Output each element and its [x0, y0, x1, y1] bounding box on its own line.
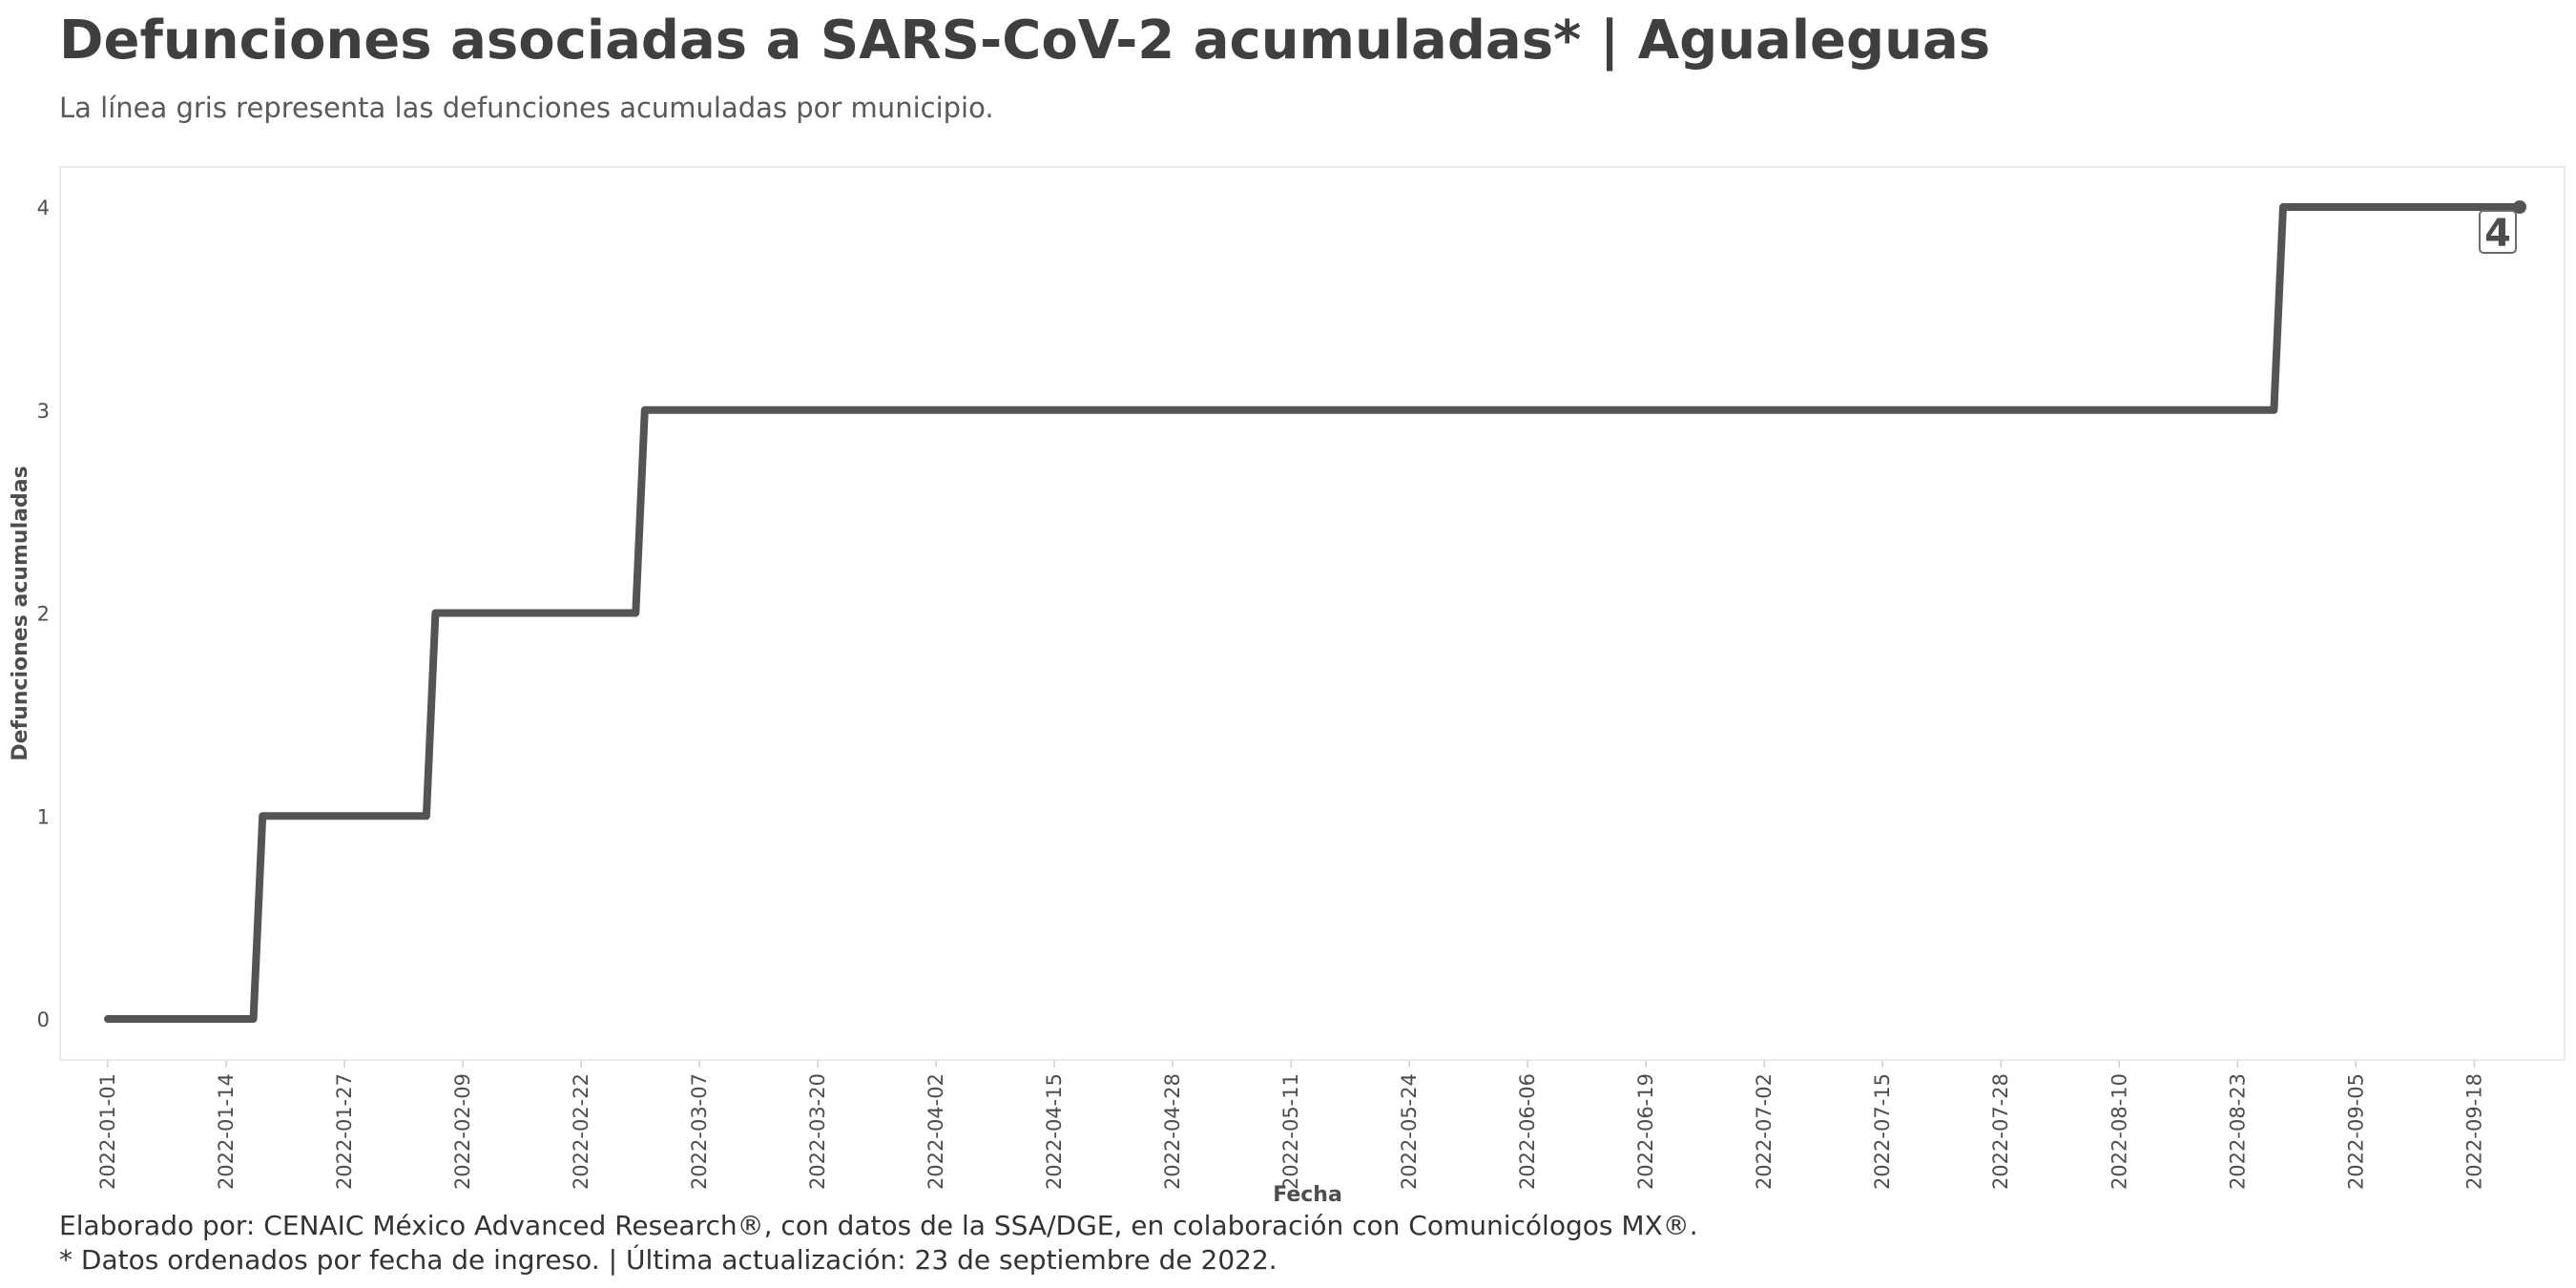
x-tick-label: 2022-07-28: [1989, 1073, 2012, 1190]
y-tick-label: 3: [37, 400, 50, 423]
x-tick-label: 2022-06-19: [1634, 1073, 1657, 1190]
x-tick-label: 2022-06-06: [1516, 1073, 1539, 1190]
update-caption: * Datos ordenados por fecha de ingreso. …: [59, 1244, 1278, 1276]
x-tick-label: 2022-09-18: [2462, 1073, 2485, 1190]
x-tick-label: 2022-04-02: [924, 1073, 947, 1190]
x-tick-label: 2022-09-05: [2344, 1073, 2367, 1190]
y-tick-label: 0: [37, 1008, 50, 1031]
x-tick-label: 2022-01-14: [215, 1073, 238, 1190]
chart-subtitle: La línea gris representa las defunciones…: [59, 92, 994, 124]
x-tick-label: 2022-02-22: [570, 1073, 592, 1190]
y-tick-label: 4: [37, 197, 50, 219]
x-tick-label: 2022-02-09: [451, 1073, 474, 1190]
x-tick-label: 2022-05-24: [1398, 1073, 1421, 1190]
cumulative-deaths-line: [104, 203, 2524, 1023]
source-caption: Elaborado por: CENAIC México Advanced Re…: [59, 1210, 1698, 1241]
end-label: 4: [2484, 212, 2511, 256]
x-tick-label: 2022-01-27: [333, 1073, 356, 1190]
x-tick-label: 2022-08-10: [2108, 1073, 2130, 1190]
x-tick-label: 2022-07-15: [1871, 1073, 1894, 1190]
x-tick-label: 2022-05-11: [1279, 1073, 1302, 1190]
y-axis-title: Defunciones acumuladas: [9, 466, 32, 760]
x-axis-title: Fecha: [1273, 1183, 1342, 1204]
x-tick-label: 2022-07-02: [1753, 1073, 1776, 1190]
chart-title: Defunciones asociadas a SARS-CoV-2 acumu…: [59, 10, 1991, 72]
end-point: [2513, 200, 2526, 214]
end-label-box: [2479, 210, 2517, 254]
x-tick-label: 2022-08-23: [2226, 1073, 2249, 1190]
y-tick-label: 1: [37, 805, 50, 828]
x-tick-label: 2022-03-07: [688, 1073, 711, 1190]
x-tick-label: 2022-01-01: [96, 1073, 119, 1190]
x-tick-label: 2022-03-20: [806, 1073, 829, 1190]
x-tick-label: 2022-04-28: [1161, 1073, 1184, 1190]
chart-canvas: 0 1 2 3 4 2022-01-01 2022-01-14 2022-01-27 2022-…: [9, 166, 2566, 1204]
y-tick-label: 2: [37, 603, 50, 626]
x-tick-label: 2022-04-15: [1043, 1073, 1066, 1190]
